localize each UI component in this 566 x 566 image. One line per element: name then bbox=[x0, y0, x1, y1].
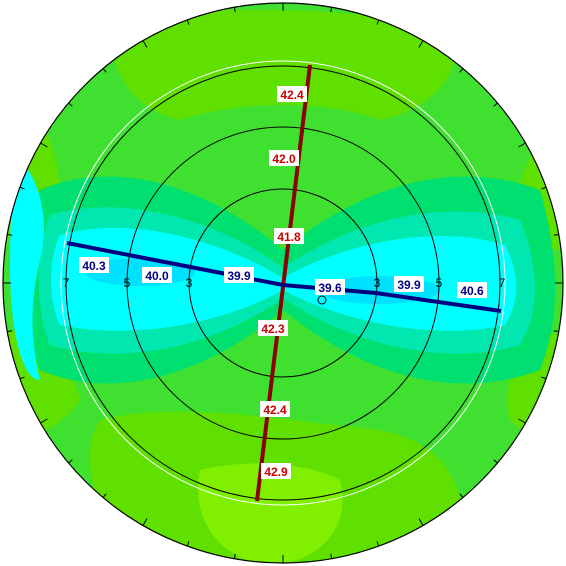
tick-mark bbox=[142, 518, 148, 526]
tick-mark bbox=[40, 418, 48, 424]
steep-meridian-labels: 42.4 42.0 41.8 42.3 42.4 42.9 bbox=[258, 86, 307, 479]
ring-7mm bbox=[65, 65, 501, 501]
tick-mark bbox=[541, 376, 547, 380]
tick-mark bbox=[19, 186, 25, 190]
steep-label-1: 42.4 bbox=[280, 88, 304, 102]
steep-label-6: 42.9 bbox=[264, 465, 288, 479]
steep-label-4: 42.3 bbox=[261, 322, 285, 336]
steep-label-2: 42.0 bbox=[272, 152, 296, 166]
pupil-center-marker bbox=[317, 295, 327, 305]
ring-label-right-7: 7 bbox=[499, 276, 506, 290]
outer-tick-marks bbox=[3, 3, 563, 563]
tick-mark bbox=[493, 459, 498, 464]
tick-mark bbox=[330, 7, 333, 13]
tick-mark bbox=[376, 541, 380, 547]
tick-mark bbox=[518, 142, 526, 148]
tick-mark bbox=[68, 459, 73, 464]
ring-label-right-3: 3 bbox=[374, 276, 381, 290]
flat-label-6: 40.6 bbox=[460, 284, 484, 298]
tick-mark bbox=[186, 19, 190, 25]
tick-mark bbox=[493, 102, 498, 107]
tick-mark bbox=[142, 40, 148, 48]
tick-mark bbox=[7, 330, 13, 333]
tick-mark bbox=[7, 233, 13, 236]
ring-3mm bbox=[188, 188, 378, 378]
ring-label-left-7: 7 bbox=[63, 276, 70, 290]
tick-mark bbox=[418, 518, 424, 526]
tick-mark bbox=[418, 40, 424, 48]
tick-mark bbox=[186, 541, 190, 547]
tick-mark bbox=[553, 330, 559, 333]
tick-mark bbox=[68, 102, 73, 107]
tick-mark bbox=[40, 142, 48, 148]
tick-mark bbox=[19, 376, 25, 380]
flat-label-1: 40.3 bbox=[82, 259, 106, 273]
tick-mark bbox=[233, 553, 236, 559]
tick-mark bbox=[102, 493, 107, 498]
tick-mark bbox=[459, 493, 464, 498]
steep-label-3: 41.8 bbox=[277, 230, 301, 244]
tick-mark bbox=[233, 7, 236, 13]
white-ring bbox=[60, 60, 506, 506]
tick-mark bbox=[553, 233, 559, 236]
ring-5mm bbox=[126, 126, 440, 440]
tick-mark bbox=[541, 186, 547, 190]
ring-label-left-3: 3 bbox=[186, 276, 193, 290]
tick-mark bbox=[102, 68, 107, 73]
flat-label-3: 39.9 bbox=[227, 269, 251, 283]
flat-label-4: 39.6 bbox=[318, 281, 342, 295]
tick-mark bbox=[459, 68, 464, 73]
steep-meridian-line bbox=[255, 64, 312, 502]
flat-meridian-labels: 40.3 40.0 39.9 39.6 39.9 40.6 bbox=[79, 257, 487, 298]
tick-mark bbox=[330, 553, 333, 559]
tick-mark bbox=[518, 418, 526, 424]
flat-label-2: 40.0 bbox=[145, 269, 169, 283]
ring-label-left-5: 5 bbox=[124, 276, 131, 290]
ring-label-right-5: 5 bbox=[436, 276, 443, 290]
steep-label-5: 42.4 bbox=[263, 403, 287, 417]
flat-label-5: 39.9 bbox=[397, 278, 421, 292]
tick-mark bbox=[376, 19, 380, 25]
